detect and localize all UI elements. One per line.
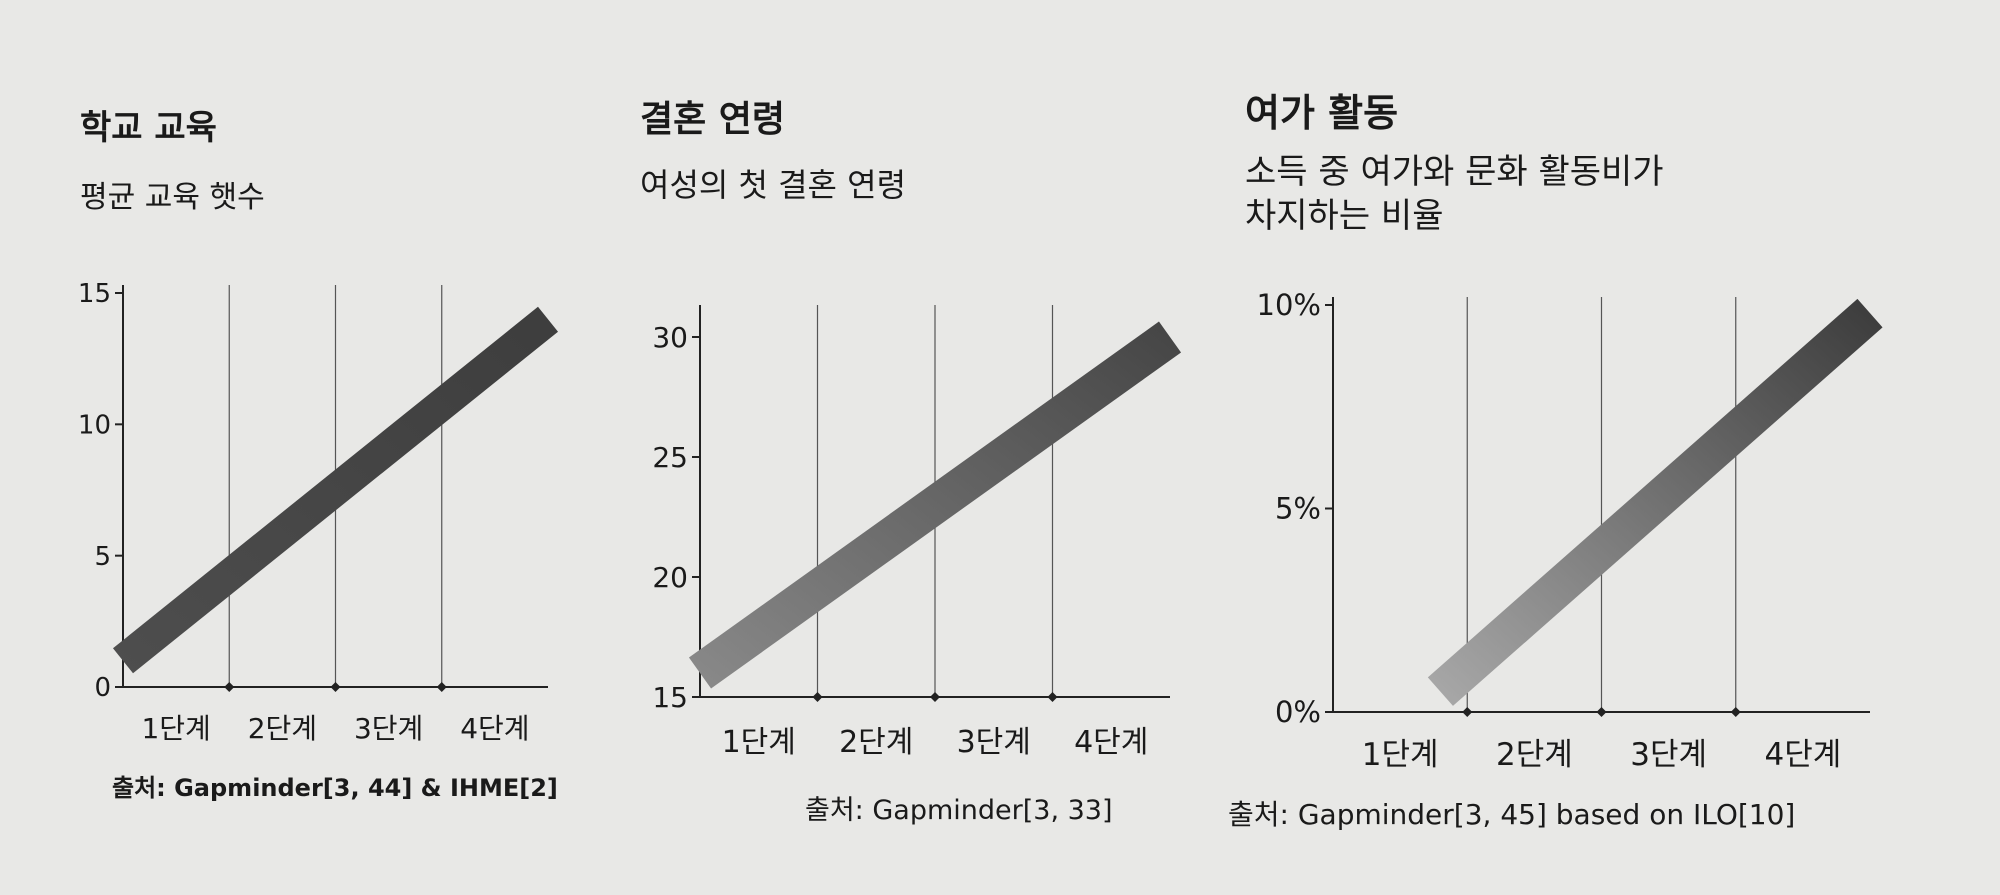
chart-subtitle-line: 차지하는 비율 (1245, 196, 1444, 237)
x-tick-marker (330, 682, 341, 692)
x-tick-marker (812, 692, 823, 702)
chart-subtitle: 여성의 첫 결혼 연령 (640, 166, 907, 204)
y-tick-label: 15 (652, 681, 688, 714)
x-tick-marker (930, 692, 940, 702)
chart-title: 학교 교육 (80, 108, 217, 148)
chart-subtitle: 평균 교육 햇수 (80, 180, 265, 215)
chart-subtitle-line: 소득 중 여가와 문화 활동비가 (1245, 152, 1664, 192)
x-tick-marker (224, 682, 235, 692)
x-tick-label: 3단계 (354, 712, 423, 745)
y-tick-label: 30 (652, 321, 688, 354)
x-tick-marker (1730, 707, 1741, 717)
chart-source: 출처: Gapminder[3, 44] & IHME[2] (112, 774, 558, 802)
x-tick-label: 4단계 (1764, 737, 1841, 773)
chart-subtitle: 소득 중 여가와 문화 활동비가 차지하는 비율 (1245, 150, 1664, 238)
y-tick-label: 20 (652, 561, 688, 594)
trend-band (688, 321, 1182, 689)
chart-title: 결혼 연령 (640, 99, 786, 140)
x-tick-marker (436, 682, 447, 692)
y-tick-label: 5% (1275, 492, 1321, 526)
chart-source: 출처: Gapminder[3, 45] based on ILO[10] (1228, 798, 1796, 831)
chart-title: 여가 활동 (1245, 91, 1399, 135)
x-tick-marker (1047, 692, 1058, 702)
x-tick-label: 2단계 (839, 725, 913, 760)
x-tick-label: 2단계 (1496, 737, 1573, 773)
x-tick-label: 4단계 (1074, 725, 1148, 760)
x-tick-label: 1단계 (722, 725, 796, 760)
trend-band (1427, 298, 1883, 706)
x-tick-marker (1462, 707, 1473, 717)
y-tick-label: 0 (94, 673, 111, 703)
x-tick-label: 3단계 (957, 725, 1031, 760)
y-tick-label: 15 (78, 279, 111, 309)
x-tick-label: 3단계 (1630, 737, 1707, 773)
y-tick-label: 5 (94, 542, 111, 572)
y-tick-label: 0% (1275, 695, 1321, 729)
x-tick-label: 2단계 (248, 712, 317, 745)
trend-band (112, 306, 559, 674)
y-tick-label: 10 (78, 410, 111, 440)
x-tick-marker (1596, 707, 1607, 717)
y-tick-label: 10% (1257, 288, 1321, 322)
x-tick-label: 4단계 (460, 712, 529, 745)
x-tick-label: 1단계 (141, 712, 210, 745)
x-tick-label: 1단계 (1362, 737, 1439, 773)
chart-source: 출처: Gapminder[3, 33] (805, 795, 1113, 826)
y-tick-label: 25 (652, 441, 688, 474)
